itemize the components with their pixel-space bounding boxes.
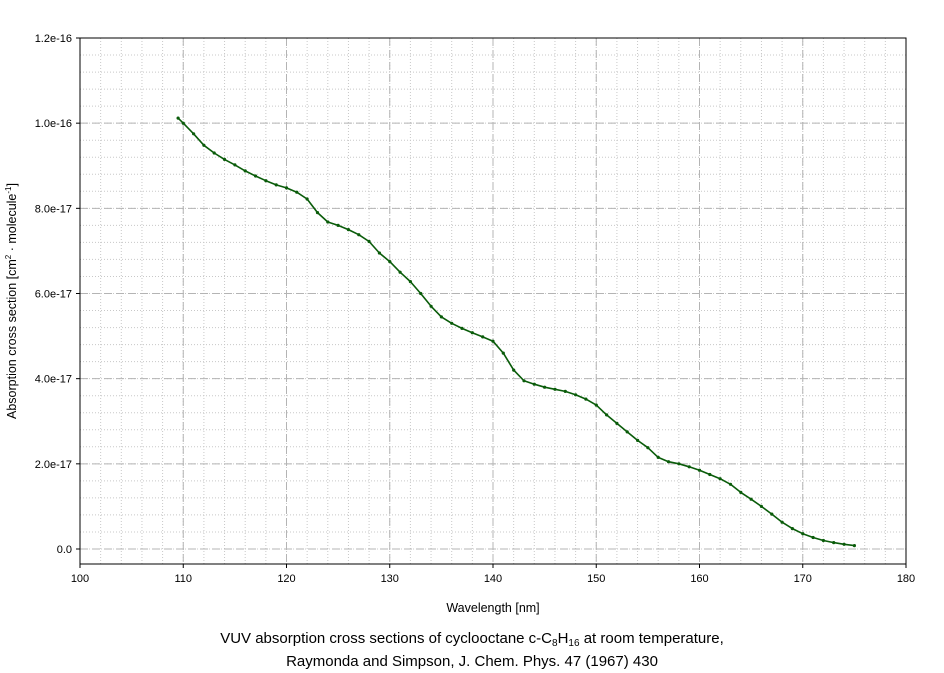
data-point (594, 403, 598, 407)
data-point (780, 520, 784, 524)
data-point (264, 179, 268, 183)
data-point (295, 190, 299, 194)
data-point (222, 157, 227, 161)
data-series (176, 116, 857, 548)
data-point (439, 315, 443, 319)
x-tick-label: 110 (174, 573, 192, 585)
data-point (666, 460, 671, 464)
data-point (202, 143, 206, 147)
data-point (501, 351, 505, 355)
data-point (605, 413, 609, 417)
y-tick-label: 1.0e-16 (35, 118, 72, 130)
y-tick-label: 4.0e-17 (35, 374, 72, 386)
y-tick-label: 2.0e-17 (35, 459, 72, 471)
data-point (284, 186, 289, 190)
data-point (677, 462, 681, 466)
data-point (708, 472, 712, 477)
data-point (377, 251, 381, 255)
caption-line-2: Raymonda and Simpson, J. Chem. Phys. 47 … (286, 653, 658, 670)
chart: 100 110 120 130 140 150 160 170 180 0.0 2.0e-17 4.0… (4, 33, 915, 615)
data-point (233, 163, 237, 167)
data-point (790, 527, 795, 531)
data-point (842, 542, 846, 546)
data-point (636, 438, 640, 442)
data-point (481, 335, 485, 339)
x-tick-label: 120 (277, 573, 295, 585)
data-point (852, 544, 857, 548)
data-point (728, 482, 733, 486)
x-tick-label: 160 (690, 573, 708, 585)
x-tick-label: 100 (71, 573, 89, 585)
data-point (574, 393, 578, 397)
data-point (181, 121, 185, 125)
data-point (305, 197, 309, 201)
data-point (176, 116, 180, 120)
data-point (739, 490, 743, 494)
data-point (274, 183, 278, 187)
data-point (512, 368, 516, 372)
data-point (388, 260, 392, 264)
data-point (212, 151, 216, 155)
data-point (584, 397, 588, 401)
data-point (253, 174, 258, 178)
data-point (625, 430, 629, 434)
y-tick-label: 0.0 (57, 544, 72, 556)
data-point (336, 223, 340, 227)
data-point (656, 455, 660, 459)
data-point (450, 321, 454, 325)
data-point (470, 331, 474, 335)
data-point (615, 421, 619, 425)
y-tick-label: 6.0e-17 (35, 289, 72, 301)
data-point (646, 446, 650, 450)
data-point (532, 382, 536, 386)
data-point (315, 211, 320, 215)
data-point (346, 228, 350, 232)
data-point (801, 532, 805, 536)
data-point (367, 239, 371, 244)
data-point (419, 291, 423, 296)
data-point (749, 497, 753, 501)
y-tick-label: 1.2e-16 (35, 33, 72, 45)
x-tick-label: 170 (794, 573, 812, 585)
data-point (832, 541, 836, 545)
data-point (429, 304, 433, 308)
data-point (460, 326, 464, 330)
data-point (543, 385, 547, 389)
data-point (687, 465, 691, 469)
axis-ticks: 100 110 120 130 140 150 160 170 180 0.0 2.0e-17 4.0… (35, 33, 915, 585)
data-point (770, 512, 774, 516)
x-tick-label: 130 (381, 573, 399, 585)
y-axis-label: Absorption cross section [cm2 · molecule… (4, 183, 19, 419)
data-point (192, 132, 196, 136)
data-point (408, 280, 412, 284)
data-point (491, 339, 495, 343)
data-point (563, 389, 567, 393)
x-tick-label: 150 (587, 573, 605, 585)
data-point (759, 504, 764, 508)
data-point (522, 379, 526, 383)
data-point (811, 535, 815, 540)
data-point (398, 270, 402, 274)
grid (79, 37, 907, 564)
series-line (177, 117, 855, 547)
data-point (326, 220, 330, 224)
caption-line-1: VUV absorption cross sections of cyclooc… (220, 630, 724, 649)
x-tick-label: 180 (897, 573, 915, 585)
data-point (357, 233, 361, 237)
data-point (697, 468, 702, 472)
x-tick-label: 140 (484, 573, 502, 585)
y-tick-label: 8.0e-17 (35, 203, 72, 215)
data-point (553, 387, 557, 391)
data-point (243, 169, 247, 173)
data-point (821, 538, 826, 543)
data-point (718, 477, 722, 481)
x-axis-label: Wavelength [nm] (446, 601, 539, 615)
